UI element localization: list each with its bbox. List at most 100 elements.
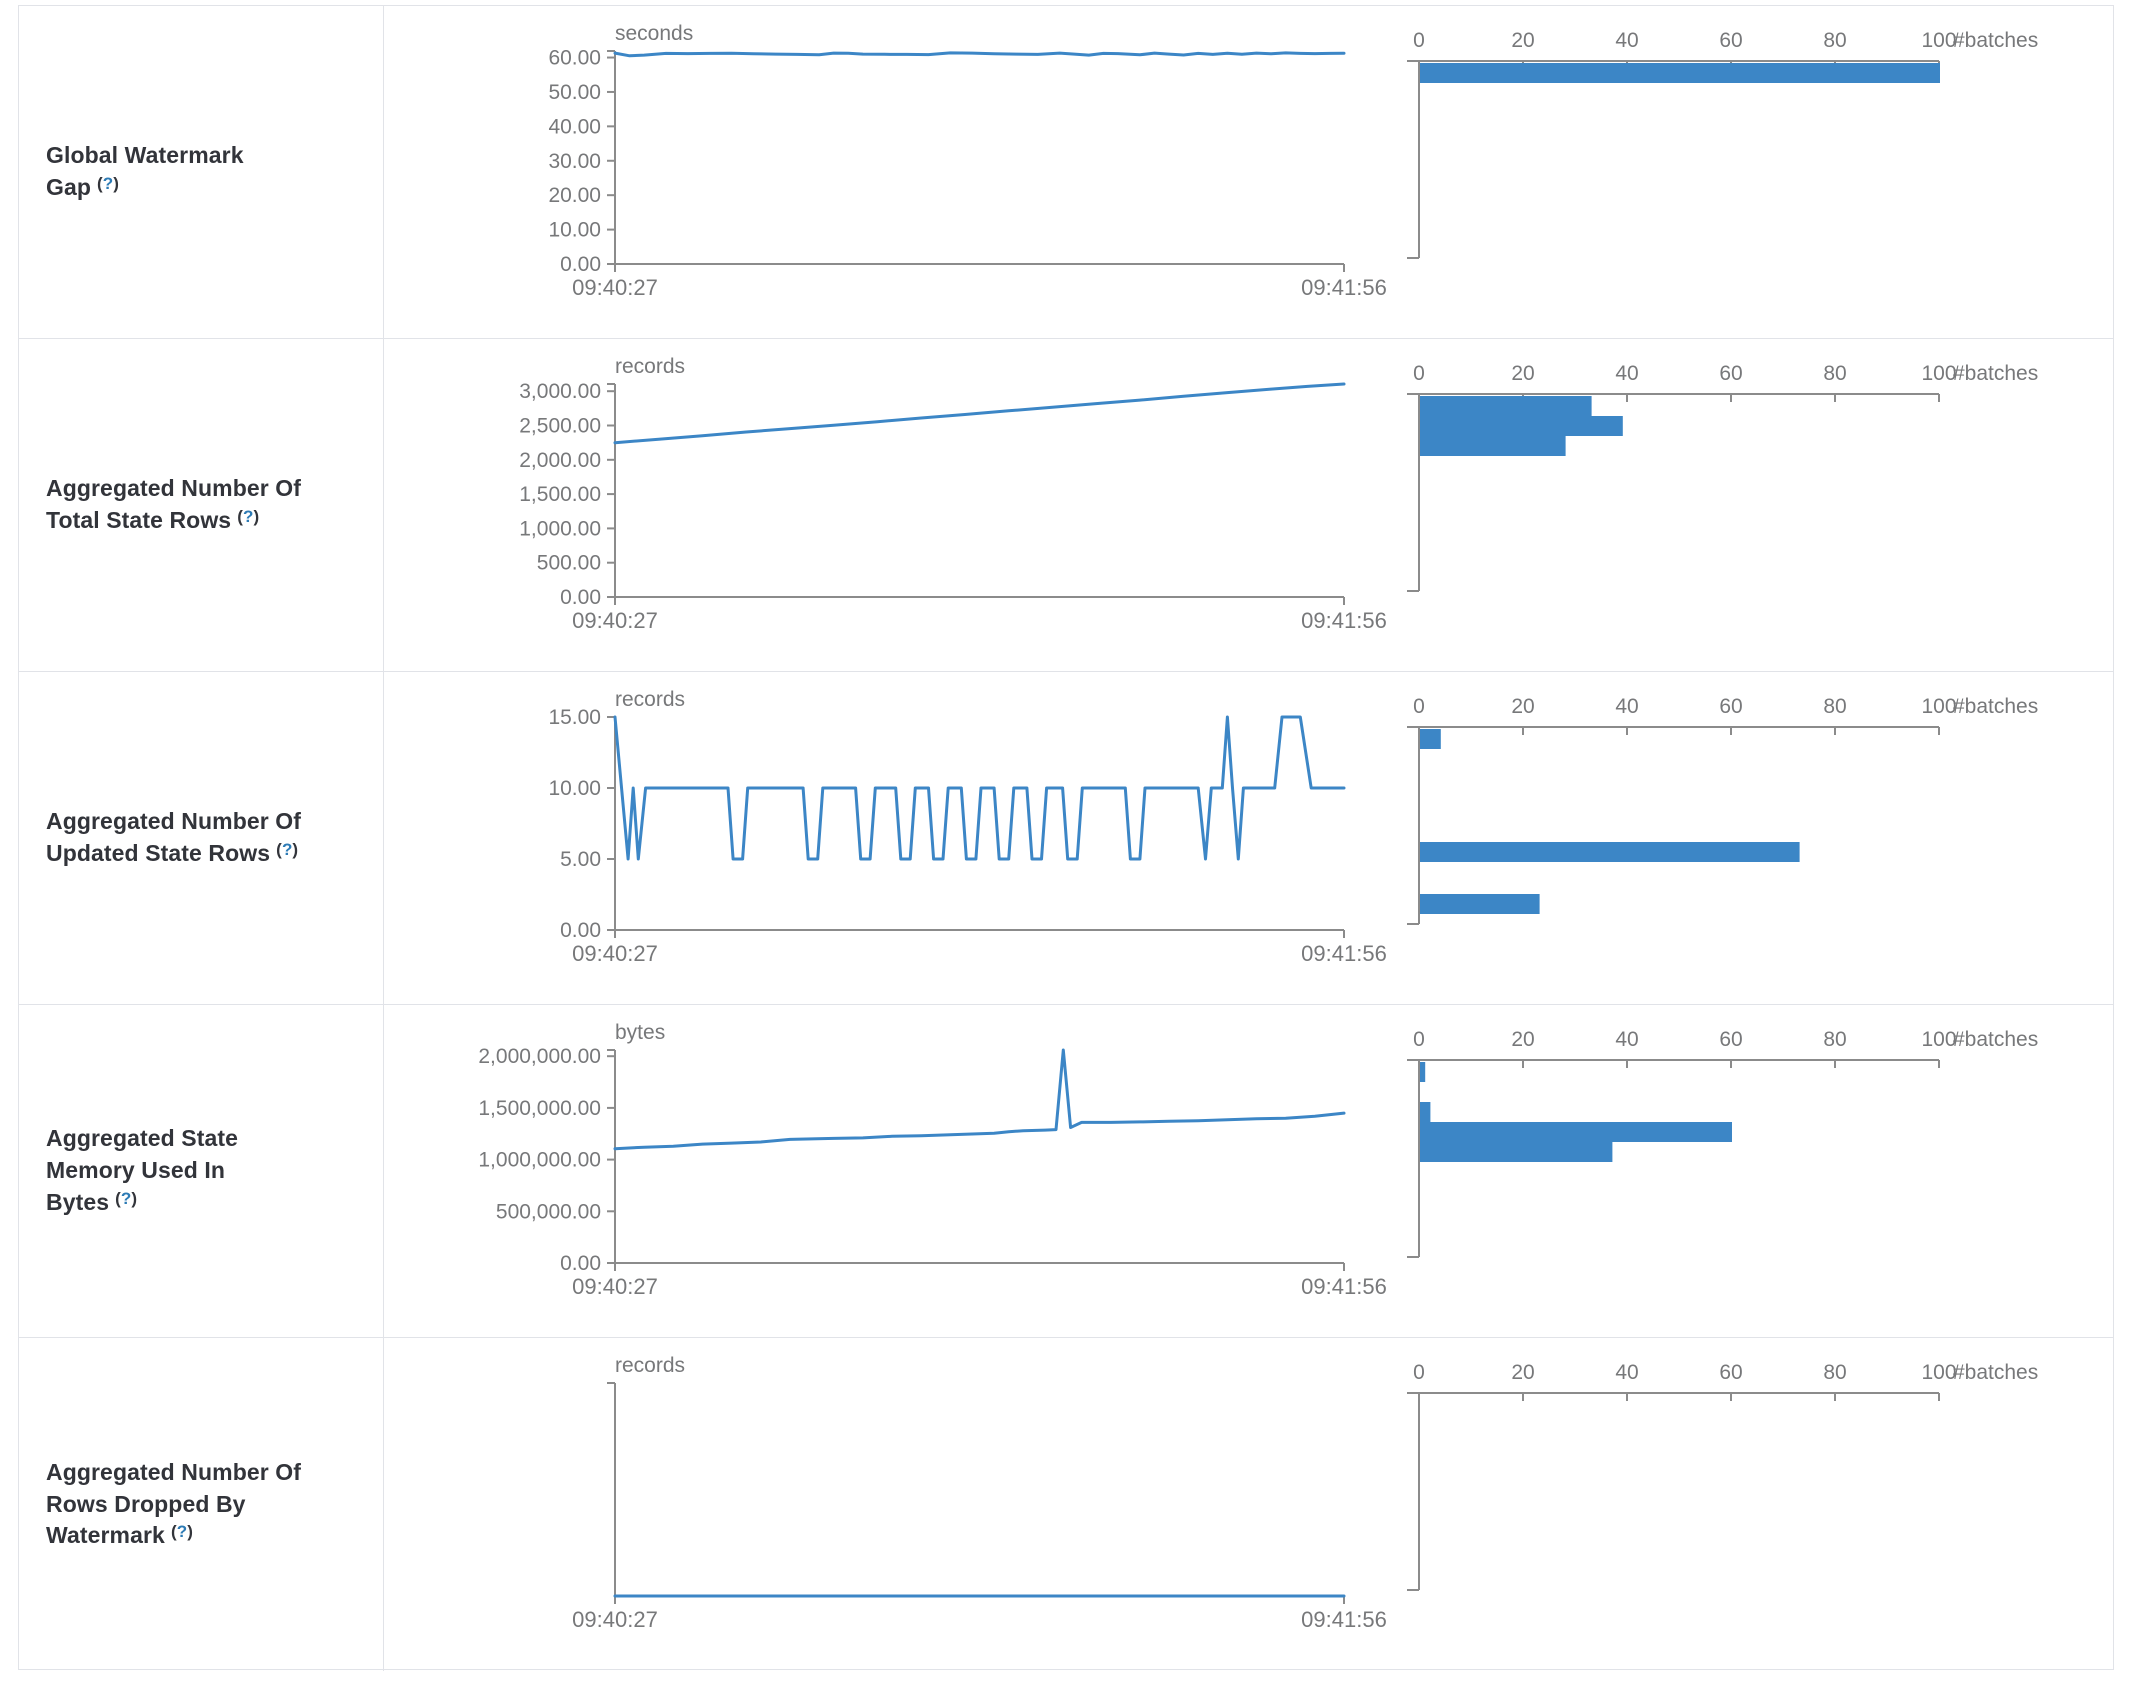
histogram-x-tick-label: 60	[1719, 1361, 1742, 1384]
y-tick-label: 50.00	[548, 81, 601, 104]
histogram-x-tick-label: 60	[1719, 362, 1742, 385]
timeline-chart: records 0.00 500.00 1,000.00 1,500.00 2,000.0…	[519, 355, 1387, 633]
metric-title-text: Global Watermark Gap	[46, 142, 244, 200]
help-tooltip-trigger[interactable]: (?)	[115, 1189, 137, 1208]
y-tick-label: 0.00	[560, 586, 601, 609]
timeline-unit-label: records	[615, 688, 685, 711]
x-start-time-label: 09:40:27	[572, 1607, 658, 1632]
metric-title: Aggregated Number Of Total State Rows (?)	[46, 473, 313, 536]
metric-label-cell: Aggregated Number Of Updated State Rows(…	[19, 672, 384, 1004]
batches-axis-label: #batches	[1953, 29, 2038, 52]
histogram-x-tick-label: 40	[1615, 1028, 1638, 1051]
histogram-chart: 0 20 40 60 80 100#batches	[1407, 1028, 2038, 1258]
metric-title: Aggregated Number Of Updated State Rows(…	[46, 806, 313, 869]
histogram-chart: 0 20 40 60 80 100#batches	[1407, 362, 2038, 592]
paren-close: )	[131, 1188, 138, 1208]
histogram-x-tick-label: 80	[1823, 695, 1846, 718]
x-end-time-label: 09:41:56	[1301, 1274, 1387, 1299]
y-tick-label: 2,000,000.00	[478, 1045, 601, 1068]
charts-cell: records 09:40:27 09:41:56 0 20 40 60 80 100 #batc…	[384, 1338, 2113, 1671]
histogram-x-tick-label: 100	[1921, 1361, 1956, 1384]
histogram-x-tick-label: 0	[1413, 1361, 1425, 1384]
metric-row: Aggregated Number Of Updated State Rows(…	[19, 672, 2113, 1005]
x-end-time-label: 09:41:56	[1301, 608, 1387, 633]
y-tick-label: 30.00	[548, 150, 601, 173]
histogram-bar	[1420, 1142, 1613, 1162]
paren-close: )	[292, 840, 299, 859]
histogram-x-tick-label: 60	[1719, 29, 1742, 52]
paren-open: (	[237, 507, 243, 526]
y-tick-label: 3,000.00	[519, 380, 601, 403]
timeline-line	[613, 715, 1346, 861]
y-tick-label: 60.00	[548, 47, 601, 70]
y-tick-label: 5.00	[560, 848, 601, 871]
metric-label-cell: Aggregated Number Of Total State Rows (?)	[19, 339, 384, 671]
streaming-metrics-table: Global Watermark Gap (?) seconds 0.00 10.00 2…	[18, 5, 2114, 1671]
histogram-x-tick-label: 100	[1921, 1028, 1956, 1051]
histogram-x-tick-label: 100	[1921, 29, 1956, 52]
charts-canvas: records 09:40:27 09:41:56 0 20 40 60 80 100#batc…	[572, 1354, 2038, 1632]
question-mark-icon[interactable]: ?	[176, 1522, 188, 1542]
y-tick-label: 1,000,000.00	[478, 1149, 601, 1172]
histogram-bar	[1420, 396, 1592, 416]
y-tick-label: 20.00	[548, 184, 601, 207]
histogram-x-tick-label: 20	[1511, 1361, 1534, 1384]
histogram-x-tick-label: 0	[1413, 695, 1425, 718]
metric-title: Aggregated State Memory Used In Bytes (?)	[46, 1123, 313, 1218]
charts-cell: records 0.00 500.00 1,000.00 1,500.00 2,000.0…	[384, 339, 2113, 671]
question-mark-icon[interactable]: ?	[120, 1188, 132, 1208]
histogram-x-tick-label: 40	[1615, 362, 1638, 385]
metric-label-cell: Aggregated State Memory Used In Bytes (?)	[19, 1005, 384, 1337]
charts-cell: seconds 0.00 10.00 20.00 30.00 40.00 50.00 60.0…	[384, 6, 2113, 338]
help-tooltip-trigger[interactable]: (?)	[171, 1522, 193, 1541]
timeline-unit-label: bytes	[615, 1021, 665, 1044]
histogram-x-tick-label: 80	[1823, 1361, 1846, 1384]
metric-row: Aggregated Number Of Rows Dropped By Wat…	[19, 1338, 2113, 1671]
histogram-chart: 0 20 40 60 80 100#batches	[1407, 695, 2038, 925]
metric-title: Aggregated Number Of Rows Dropped By Wat…	[46, 1457, 313, 1552]
histogram-x-tick-label: 20	[1511, 362, 1534, 385]
metric-row: Aggregated Number Of Total State Rows (?)…	[19, 339, 2113, 672]
timeline-line	[613, 1048, 1346, 1151]
paren-close: )	[187, 1522, 193, 1542]
histogram-x-tick-label: 40	[1615, 29, 1638, 52]
question-mark-icon[interactable]: ?	[242, 507, 254, 526]
x-end-time-label: 09:41:56	[1301, 1607, 1387, 1632]
metric-title-text: Aggregated Number Of Updated State Rows	[46, 808, 302, 866]
histogram-x-tick-label: 20	[1511, 29, 1534, 52]
histogram-bar	[1420, 1102, 1431, 1122]
timeline-chart: records 09:40:27 09:41:56	[572, 1354, 1387, 1632]
help-tooltip-trigger[interactable]: (?)	[97, 174, 119, 193]
question-mark-icon[interactable]: ?	[281, 840, 293, 859]
metric-label-cell: Aggregated Number Of Rows Dropped By Wat…	[19, 1338, 384, 1671]
y-tick-label: 500.00	[537, 552, 601, 575]
question-mark-icon[interactable]: ?	[102, 174, 114, 193]
histogram-bar	[1420, 63, 1940, 83]
batches-axis-label: #batches	[1953, 362, 2038, 385]
charts-canvas: records 0.00 5.00 10.00 15.00 09:40:27 09:41:5…	[548, 688, 2038, 966]
y-tick-label: 500,000.00	[496, 1200, 601, 1223]
help-tooltip-trigger[interactable]: (?)	[237, 507, 259, 526]
metric-title-text: Aggregated Number Of Rows Dropped By Wat…	[46, 1458, 302, 1549]
timeline-unit-label: records	[615, 355, 685, 378]
histogram-bar	[1420, 729, 1441, 749]
timeline-unit-label: records	[615, 1354, 685, 1377]
batches-axis-label: #batches	[1953, 695, 2038, 718]
x-end-time-label: 09:41:56	[1301, 275, 1387, 300]
histogram-x-tick-label: 80	[1823, 29, 1846, 52]
timeline-chart: records 0.00 5.00 10.00 15.00 09:40:27 09:41:5…	[548, 688, 1386, 966]
histogram-x-tick-label: 80	[1823, 362, 1846, 385]
y-tick-label: 1,500,000.00	[478, 1097, 601, 1120]
timeline-chart: bytes 0.00 500,000.00 1,000,000.00 1,500,000…	[478, 1021, 1386, 1299]
metric-row: Aggregated State Memory Used In Bytes (?)…	[19, 1005, 2113, 1338]
metric-label-cell: Global Watermark Gap (?)	[19, 6, 384, 338]
histogram-x-tick-label: 40	[1615, 695, 1638, 718]
histogram-x-tick-label: 0	[1413, 1028, 1425, 1051]
histogram-bar	[1420, 416, 1623, 436]
y-tick-label: 40.00	[548, 115, 601, 138]
histogram-x-tick-label: 0	[1413, 29, 1425, 52]
x-start-time-label: 09:40:27	[572, 1274, 658, 1299]
help-tooltip-trigger[interactable]: (?)	[276, 840, 298, 859]
x-start-time-label: 09:40:27	[572, 608, 658, 633]
charts-canvas: seconds 0.00 10.00 20.00 30.00 40.00 50.00 60.0…	[548, 22, 2038, 300]
